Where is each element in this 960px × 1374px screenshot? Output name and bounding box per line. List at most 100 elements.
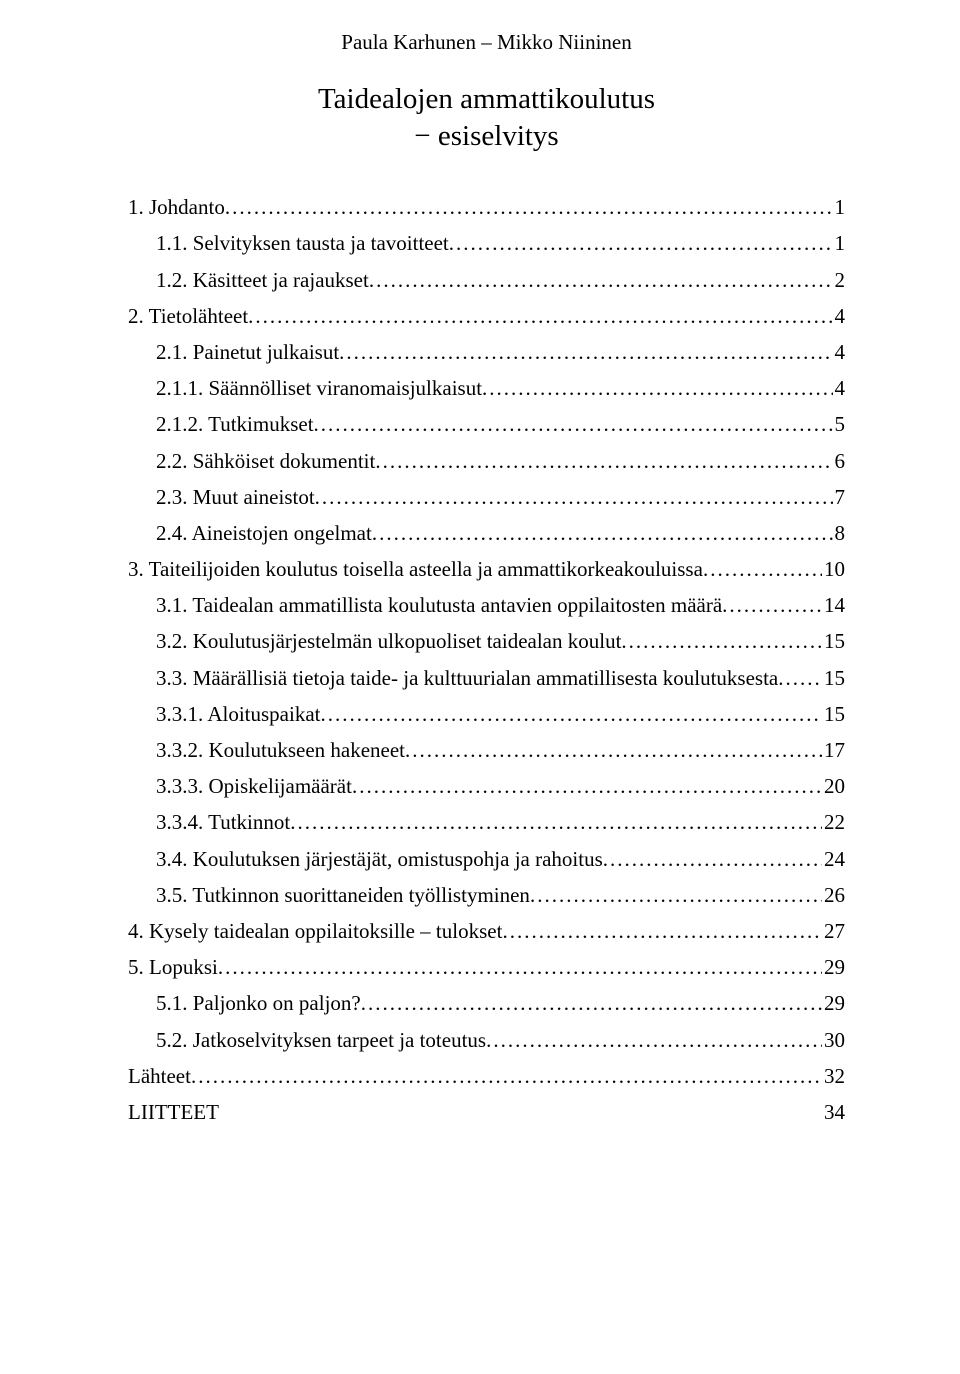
toc-entry-label: 3.3.1. Aloituspaikat <box>156 704 321 725</box>
toc-leader-dots <box>502 921 822 942</box>
toc-entry-page: 2 <box>833 270 846 291</box>
toc-leader-dots <box>449 233 833 254</box>
toc-leader-dots <box>321 704 823 725</box>
toc-leader-dots <box>339 342 832 363</box>
toc-leader-dots <box>778 668 822 689</box>
toc-entry-label: LIITTEET <box>128 1102 219 1123</box>
toc-entry-label: 5.2. Jatkoselvityksen tarpeet ja toteutu… <box>156 1030 486 1051</box>
toc-entry-label: Lähteet <box>128 1066 191 1087</box>
toc-entry[interactable]: Lähteet 32 <box>128 1066 845 1087</box>
toc-entry[interactable]: 2.2. Sähköiset dokumentit6 <box>128 451 845 472</box>
toc-entry-page: 29 <box>822 957 845 978</box>
toc-leader-dots <box>603 849 822 870</box>
toc-entry-label: 1.2. Käsitteet ja rajaukset <box>156 270 369 291</box>
toc-entry-label: 4. Kysely taidealan oppilaitoksille – tu… <box>128 921 502 942</box>
toc-entry[interactable]: 2.1. Painetut julkaisut 4 <box>128 342 845 363</box>
toc-entry-label: 2. Tietolähteet <box>128 306 248 327</box>
toc-leader-dots <box>372 523 833 544</box>
toc-entry[interactable]: 3.4. Koulutuksen järjestäjät, omistuspoh… <box>128 849 845 870</box>
table-of-contents: 1. Johdanto11.1. Selvityksen tausta ja t… <box>128 197 845 1123</box>
document-title: Taidealojen ammattikoulutus − esiselvity… <box>128 81 845 155</box>
toc-entry[interactable]: 2. Tietolähteet 4 <box>128 306 845 327</box>
toc-entry[interactable]: 5.2. Jatkoselvityksen tarpeet ja toteutu… <box>128 1030 845 1051</box>
toc-entry-label: 2.1. Painetut julkaisut <box>156 342 339 363</box>
toc-entry-page: 22 <box>822 812 845 833</box>
toc-leader-dots <box>352 776 822 797</box>
toc-entry[interactable]: 3.1. Taidealan ammatillista koulutusta a… <box>128 595 845 616</box>
toc-entry-label: 3.3.2. Koulutukseen hakeneet <box>156 740 405 761</box>
toc-entry[interactable]: 4. Kysely taidealan oppilaitoksille – tu… <box>128 921 845 942</box>
toc-entry-label: 5. Lopuksi <box>128 957 218 978</box>
toc-leader-dots <box>290 812 822 833</box>
toc-entry-page: 8 <box>833 523 846 544</box>
toc-entry-label: 2.1.1. Säännölliset viranomaisjulkaisut <box>156 378 482 399</box>
authors-line: Paula Karhunen – Mikko Niininen <box>128 30 845 55</box>
toc-entry[interactable]: 3.3.4. Tutkinnot 22 <box>128 812 845 833</box>
toc-entry[interactable]: 3.3.2. Koulutukseen hakeneet 17 <box>128 740 845 761</box>
toc-entry-label: 3. Taiteilijoiden koulutus toisella aste… <box>128 559 703 580</box>
toc-entry-page: 29 <box>822 993 845 1014</box>
toc-entry[interactable]: 3.3.3. Opiskelijamäärät 20 <box>128 776 845 797</box>
toc-leader-dots <box>482 378 832 399</box>
toc-entry-page: 20 <box>822 776 845 797</box>
toc-entry-page: 26 <box>822 885 845 906</box>
toc-entry-label: 3.2. Koulutusjärjestelmän ulkopuoliset t… <box>156 631 621 652</box>
toc-entry[interactable]: 1. Johdanto 1 <box>128 197 845 218</box>
toc-entry-page: 4 <box>833 342 846 363</box>
toc-leader-dots <box>486 1030 822 1051</box>
toc-leader-dots <box>722 595 822 616</box>
toc-entry[interactable]: 2.1.1. Säännölliset viranomaisjulkaisut 4 <box>128 378 845 399</box>
toc-leader-dots <box>314 414 833 435</box>
toc-leader-dots <box>218 957 822 978</box>
toc-leader-dots <box>375 451 832 472</box>
toc-leader-dots <box>369 270 833 291</box>
toc-entry-page: 27 <box>822 921 845 942</box>
document-page: Paula Karhunen – Mikko Niininen Taidealo… <box>0 0 960 1178</box>
toc-entry-page: 17 <box>822 740 845 761</box>
toc-entry-page: 1 <box>833 197 846 218</box>
toc-entry-page: 4 <box>833 378 846 399</box>
toc-entry-label: 3.3.3. Opiskelijamäärät <box>156 776 352 797</box>
toc-leader-dots <box>703 559 822 580</box>
toc-leader-dots <box>225 197 833 218</box>
toc-entry-page: 6 <box>833 451 846 472</box>
toc-entry[interactable]: 2.1.2. Tutkimukset 5 <box>128 414 845 435</box>
toc-entry[interactable]: 5.1. Paljonko on paljon?29 <box>128 993 845 1014</box>
toc-leader-dots <box>248 306 832 327</box>
toc-entry[interactable]: 3.3. Määrällisiä tietoja taide- ja kultt… <box>128 668 845 689</box>
toc-entry[interactable]: 1.2. Käsitteet ja rajaukset 2 <box>128 270 845 291</box>
toc-entry-page: 34 <box>822 1102 845 1123</box>
toc-entry[interactable]: 3. Taiteilijoiden koulutus toisella aste… <box>128 559 845 580</box>
toc-entry-page: 32 <box>822 1066 845 1087</box>
toc-entry[interactable]: 1.1. Selvityksen tausta ja tavoitteet 1 <box>128 233 845 254</box>
toc-entry-page: 24 <box>822 849 845 870</box>
toc-entry[interactable]: 3.5. Tutkinnon suorittaneiden työllistym… <box>128 885 845 906</box>
toc-entry-page: 15 <box>822 704 845 725</box>
toc-leader-dots <box>530 885 822 906</box>
toc-entry-page: 5 <box>833 414 846 435</box>
toc-entry[interactable]: 2.4. Aineistojen ongelmat8 <box>128 523 845 544</box>
toc-entry-label: 1.1. Selvityksen tausta ja tavoitteet <box>156 233 449 254</box>
toc-leader-dots <box>315 487 833 508</box>
toc-entry-page: 30 <box>822 1030 845 1051</box>
toc-entry-page: 4 <box>833 306 846 327</box>
toc-leader-dots <box>191 1066 822 1087</box>
toc-entry[interactable]: LIITTEET 34 <box>128 1102 845 1123</box>
title-line-1: Taidealojen ammattikoulutus <box>128 81 845 118</box>
toc-entry-page: 14 <box>822 595 845 616</box>
toc-leader-dots <box>361 993 822 1014</box>
toc-entry-page: 15 <box>822 631 845 652</box>
toc-entry-page: 1 <box>833 233 846 254</box>
toc-entry-page: 15 <box>822 668 845 689</box>
toc-entry-label: 1. Johdanto <box>128 197 225 218</box>
toc-entry-label: 3.3.4. Tutkinnot <box>156 812 290 833</box>
toc-entry[interactable]: 3.2. Koulutusjärjestelmän ulkopuoliset t… <box>128 631 845 652</box>
toc-entry-label: 2.1.2. Tutkimukset <box>156 414 314 435</box>
toc-entry-label: 3.5. Tutkinnon suorittaneiden työllistym… <box>156 885 530 906</box>
toc-entry-label: 2.3. Muut aineistot <box>156 487 315 508</box>
toc-entry[interactable]: 5. Lopuksi 29 <box>128 957 845 978</box>
toc-entry-label: 3.1. Taidealan ammatillista koulutusta a… <box>156 595 722 616</box>
toc-entry[interactable]: 3.3.1. Aloituspaikat 15 <box>128 704 845 725</box>
toc-entry-label: 3.4. Koulutuksen järjestäjät, omistuspoh… <box>156 849 603 870</box>
toc-entry[interactable]: 2.3. Muut aineistot7 <box>128 487 845 508</box>
